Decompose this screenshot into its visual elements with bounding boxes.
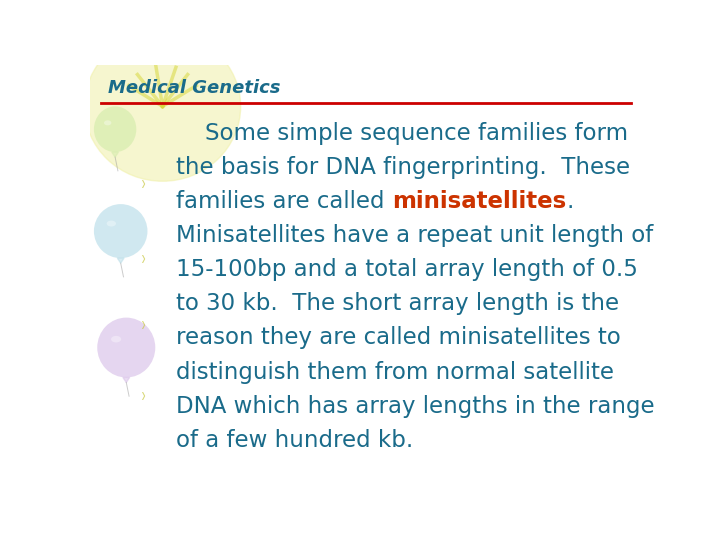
Text: minisatellites: minisatellites	[392, 190, 567, 213]
Text: ❭: ❭	[140, 391, 146, 400]
Ellipse shape	[104, 120, 112, 125]
Text: distinguish them from normal satellite: distinguish them from normal satellite	[176, 361, 614, 383]
Text: ❭: ❭	[140, 320, 146, 329]
Text: ❭: ❭	[140, 179, 146, 188]
Text: Medical Genetics: Medical Genetics	[108, 79, 280, 97]
Polygon shape	[123, 377, 130, 382]
Text: DNA which has array lengths in the range: DNA which has array lengths in the range	[176, 395, 655, 417]
Ellipse shape	[84, 31, 240, 181]
Ellipse shape	[111, 336, 121, 342]
Ellipse shape	[94, 204, 148, 258]
Text: .: .	[567, 190, 574, 213]
Text: families are called: families are called	[176, 190, 392, 213]
Text: Minisatellites have a repeat unit length of: Minisatellites have a repeat unit length…	[176, 224, 654, 247]
Polygon shape	[117, 258, 124, 263]
Text: 15-100bp and a total array length of 0.5: 15-100bp and a total array length of 0.5	[176, 258, 639, 281]
Text: ❭: ❭	[140, 254, 146, 262]
Ellipse shape	[107, 220, 116, 226]
Text: the basis for DNA fingerprinting.  These: the basis for DNA fingerprinting. These	[176, 156, 631, 179]
Text: reason they are called minisatellites to: reason they are called minisatellites to	[176, 327, 621, 349]
Polygon shape	[112, 152, 119, 157]
Text: to 30 kb.  The short array length is the: to 30 kb. The short array length is the	[176, 292, 620, 315]
Text: Some simple sequence families form: Some simple sequence families form	[176, 122, 629, 145]
Ellipse shape	[94, 106, 136, 152]
Text: of a few hundred kb.: of a few hundred kb.	[176, 429, 414, 452]
Ellipse shape	[97, 318, 156, 377]
